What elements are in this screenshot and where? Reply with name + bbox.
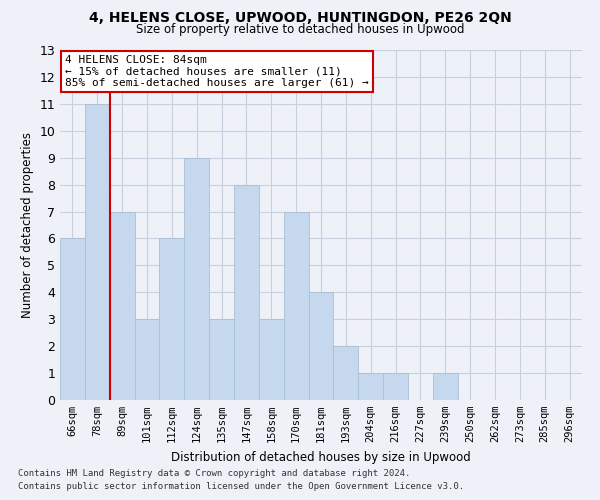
Bar	[234, 184, 259, 400]
Y-axis label: Number of detached properties: Number of detached properties	[21, 132, 34, 318]
Text: 4 HELENS CLOSE: 84sqm
← 15% of detached houses are smaller (11)
85% of semi-deta: 4 HELENS CLOSE: 84sqm ← 15% of detached …	[65, 56, 369, 88]
Bar	[259, 319, 284, 400]
Text: Size of property relative to detached houses in Upwood: Size of property relative to detached ho…	[136, 22, 464, 36]
Bar	[433, 373, 458, 400]
Text: 4, HELENS CLOSE, UPWOOD, HUNTINGDON, PE26 2QN: 4, HELENS CLOSE, UPWOOD, HUNTINGDON, PE2…	[89, 11, 511, 25]
Bar	[184, 158, 209, 400]
Bar	[85, 104, 110, 400]
Bar	[334, 346, 358, 400]
X-axis label: Distribution of detached houses by size in Upwood: Distribution of detached houses by size …	[171, 450, 471, 464]
Bar	[110, 212, 134, 400]
Bar	[284, 212, 308, 400]
Bar	[308, 292, 334, 400]
Bar	[60, 238, 85, 400]
Text: Contains HM Land Registry data © Crown copyright and database right 2024.: Contains HM Land Registry data © Crown c…	[18, 468, 410, 477]
Bar	[358, 373, 383, 400]
Bar	[134, 319, 160, 400]
Text: Contains public sector information licensed under the Open Government Licence v3: Contains public sector information licen…	[18, 482, 464, 491]
Bar	[383, 373, 408, 400]
Bar	[209, 319, 234, 400]
Bar	[160, 238, 184, 400]
